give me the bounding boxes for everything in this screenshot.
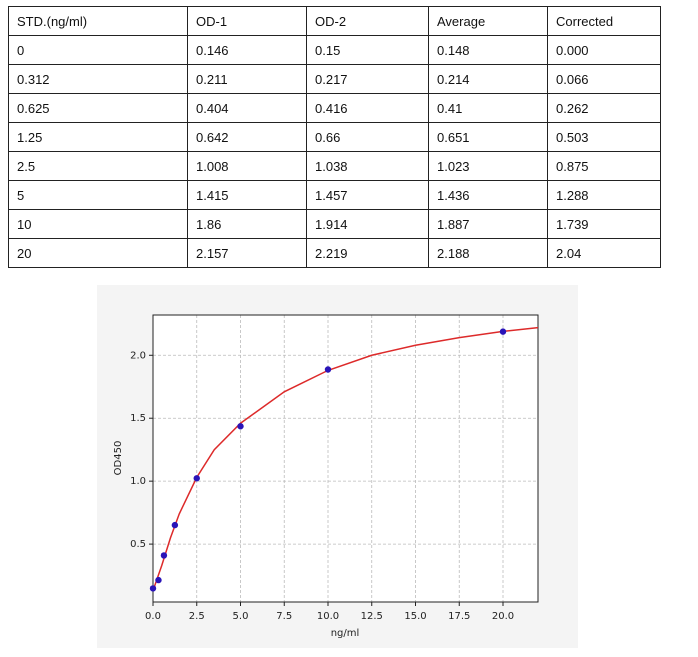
data-point — [171, 521, 179, 529]
table-cell: 0.217 — [306, 64, 429, 94]
table-cell: STD.(ng/ml) — [8, 6, 188, 36]
x-tick-label: 20.0 — [492, 611, 514, 622]
table-cell: Corrected — [547, 6, 661, 36]
plot-frame — [152, 314, 539, 603]
y-tick-label: 1.5 — [130, 413, 146, 424]
table-cell: 2.04 — [547, 238, 661, 268]
table-cell: OD-1 — [187, 6, 307, 36]
table-cell: 0.416 — [306, 93, 429, 123]
data-point — [155, 576, 162, 584]
data-point — [237, 423, 244, 430]
x-tick-label: 12.5 — [361, 611, 383, 622]
x-tick-label: 10.0 — [317, 611, 339, 622]
table-row: 0 0.146 0.15 0.148 0.000 — [8, 35, 661, 65]
data-point — [149, 585, 157, 592]
table-cell: 0.875 — [547, 151, 661, 181]
table-cell: 2.188 — [428, 238, 548, 268]
data-point — [324, 366, 332, 373]
table-cell: 0.625 — [8, 93, 188, 123]
table-cell: 1.023 — [428, 151, 548, 181]
data-point — [160, 552, 168, 559]
table-cell: 0.642 — [187, 122, 307, 152]
table-cell: 1.008 — [187, 151, 307, 181]
table-cell: 5 — [8, 180, 188, 210]
data-point — [499, 328, 507, 335]
x-tick-label: 2.5 — [189, 611, 205, 622]
header-row: STD.(ng/ml) OD-1 OD-2 Average Corrected — [8, 6, 661, 36]
table-row: 5 1.415 1.457 1.436 1.288 — [8, 180, 661, 210]
table-cell: 20 — [8, 238, 188, 268]
x-axis-label: ng/ml — [331, 628, 360, 639]
table-row: 20 2.157 2.219 2.188 2.04 — [8, 238, 661, 268]
table-cell: 2.219 — [306, 238, 429, 268]
x-tick-label: 5.0 — [233, 611, 249, 622]
table-cell: 1.914 — [306, 209, 429, 239]
table-cell: 0.146 — [187, 35, 307, 65]
table-cell: 1.739 — [547, 209, 661, 239]
y-tick-label: 0.5 — [130, 539, 146, 550]
x-tick-label: 0.0 — [145, 611, 161, 622]
table-cell: 0.214 — [428, 64, 548, 94]
x-tick-label: 17.5 — [448, 611, 470, 622]
data-table: STD.(ng/ml) OD-1 OD-2 Average Corrected 0 0.14… — [8, 6, 661, 268]
table-cell: 2.157 — [187, 238, 307, 268]
x-tick-label: 7.5 — [276, 611, 292, 622]
fit-curve — [152, 326, 539, 591]
plot-area — [153, 315, 538, 602]
x-tick-label: 15.0 — [404, 611, 426, 622]
table-row: 0.625 0.404 0.416 0.41 0.262 — [8, 93, 661, 123]
table-cell: 0.41 — [428, 93, 548, 123]
table-row: 10 1.86 1.914 1.887 1.739 — [8, 209, 661, 239]
y-axis-label: OD450 — [113, 441, 124, 476]
table-cell: 0.651 — [428, 122, 548, 152]
y-tick-label: 2.0 — [130, 350, 146, 361]
table-cell: Average — [428, 6, 548, 36]
data-point — [193, 475, 200, 482]
table-cell: 1.436 — [428, 180, 548, 210]
y-tick-label: 1.0 — [130, 476, 146, 487]
table-cell: 0.15 — [306, 35, 429, 65]
